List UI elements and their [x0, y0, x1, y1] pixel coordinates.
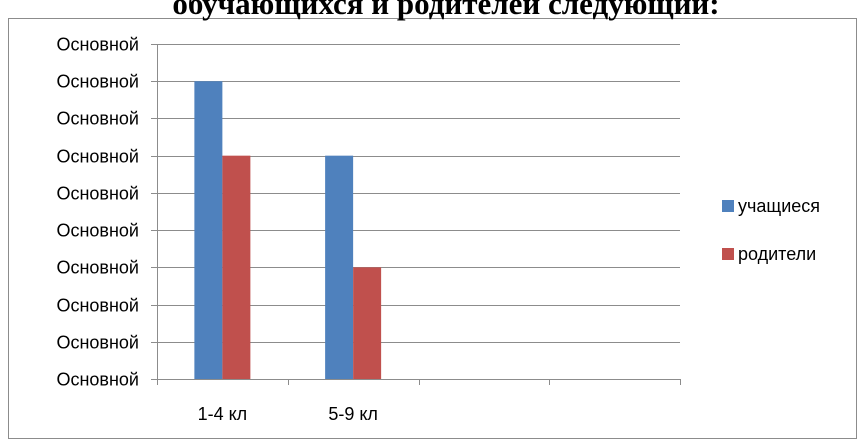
- bar-students: [325, 155, 354, 379]
- chart-title: обучающихся и родителей следующий:: [172, 0, 719, 21]
- legend-label: учащиеся: [738, 196, 820, 216]
- y-tick-label: Основной: [56, 370, 139, 390]
- legend-swatch: [722, 200, 734, 212]
- legend-label: родители: [738, 244, 816, 264]
- y-tick-label: Основной: [56, 109, 139, 129]
- y-tick-label: Основной: [56, 35, 139, 55]
- title-backdrop: [0, 0, 865, 18]
- y-tick-label: Основной: [56, 184, 139, 204]
- chart-frame: [8, 18, 857, 439]
- x-tick-label: 5-9 кл: [328, 404, 378, 424]
- legend-swatch: [722, 248, 734, 260]
- y-tick-label: Основной: [56, 147, 139, 167]
- y-tick-label: Основной: [56, 296, 139, 316]
- y-tick-label: Основной: [56, 333, 139, 353]
- x-tick-labels: 1-4 кл 5-9 кл: [198, 404, 378, 424]
- y-tick-label: Основной: [56, 258, 139, 278]
- bar-parents: [353, 267, 382, 379]
- axes: [151, 44, 681, 385]
- bars: [194, 81, 382, 379]
- x-tick-label: 1-4 кл: [198, 404, 248, 424]
- y-tick-labels: Основной Основной Основной Основной Основной…: [56, 35, 139, 390]
- bar-parents: [222, 155, 251, 379]
- y-tick-label: Основной: [56, 221, 139, 241]
- bar-students: [194, 81, 223, 379]
- legend: учащиеся родители: [722, 196, 820, 264]
- y-tick-label: Основной: [56, 72, 139, 92]
